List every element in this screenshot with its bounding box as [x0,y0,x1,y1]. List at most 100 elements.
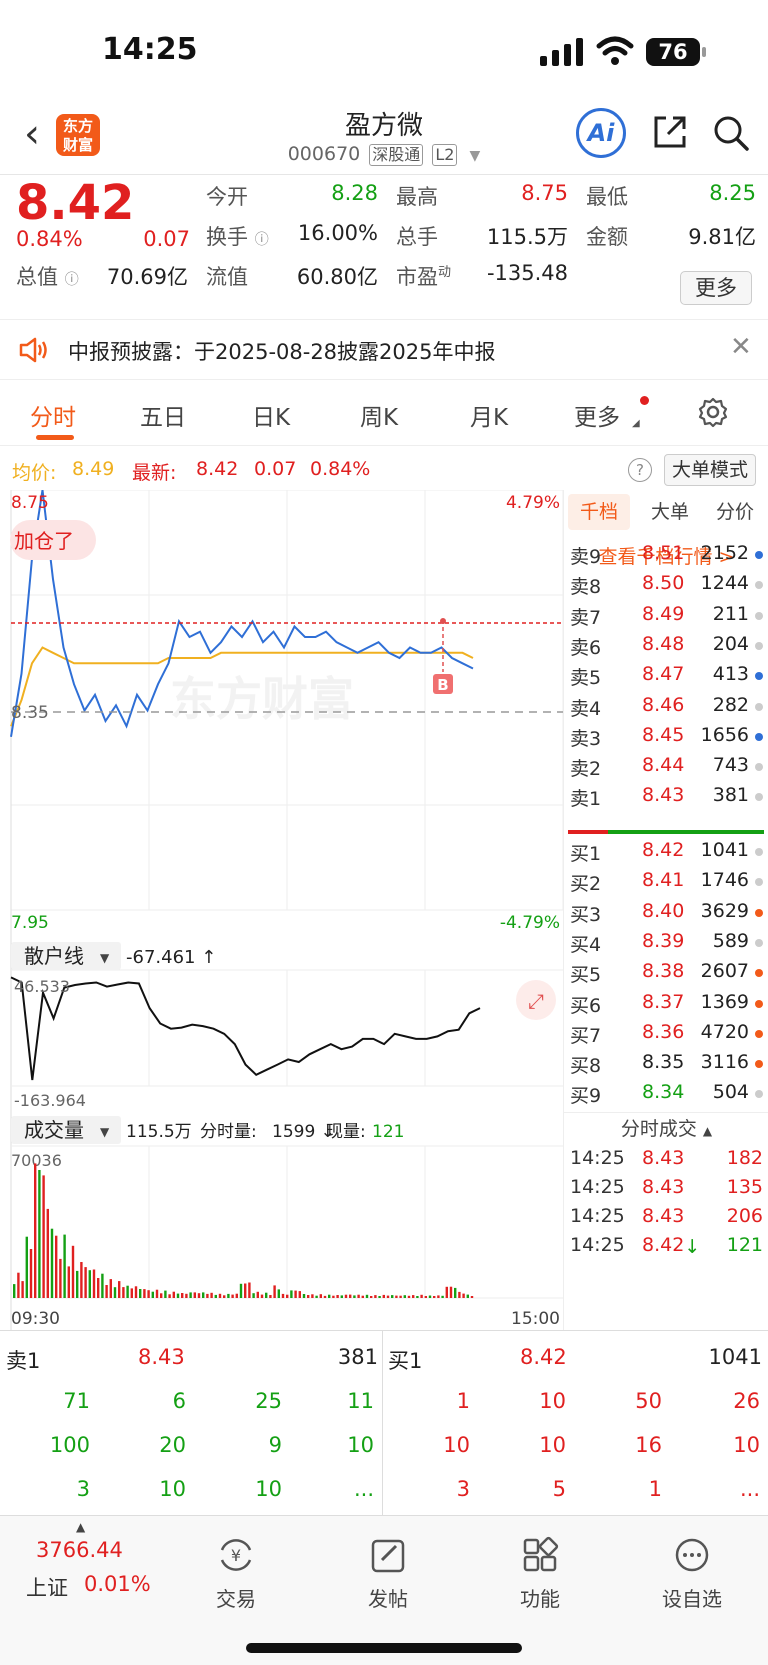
queue-ask-cell: 9 [268,1433,282,1457]
close-icon[interactable]: ✕ [730,332,752,362]
ask-row-3[interactable]: 卖7 8.49 211 [564,601,768,631]
intraday-chart-area[interactable]: 东方财富 B 8.75 8.35 7.95 4.79% -4.79% 加仓了 散… [0,489,564,1330]
queue-divider [382,1331,383,1515]
ob-price: 8.46 [642,693,685,716]
queue-ask-cell: 3 [76,1477,90,1501]
ob-level: 卖5 [570,667,602,690]
index-value[interactable]: 3766.44 [36,1538,123,1562]
tab-weekly-k[interactable]: 周K [360,405,399,431]
bid-row-2[interactable]: 买2 8.41 1746 [564,867,768,897]
index-name[interactable]: 上证 [26,1576,68,1600]
ask-row-8[interactable]: 卖2 8.44 743 [564,752,768,782]
turnover-label-text: 换手 [206,225,248,249]
bid-row-6[interactable]: 买6 8.37 1369 [564,989,768,1019]
volume-bar [382,1294,385,1298]
queue-bid-cell: 1 [456,1389,470,1413]
ob-level: 卖1 [570,788,602,811]
corner-caret-icon: ◢ [632,418,640,429]
ask-row-9[interactable]: 卖1 8.43 381 [564,782,768,812]
buy-marker-box [433,674,453,694]
ask-row-7[interactable]: 卖3 8.45 1656 [564,722,768,752]
float-value: 60.80亿 [296,265,378,289]
info-icon[interactable]: ⓘ [64,272,79,288]
tab-price-distribution[interactable]: 分价 [715,501,754,523]
ob-dot [755,999,763,1008]
bid-row-7[interactable]: 买7 8.36 4720 [564,1019,768,1049]
volume-bar [437,1295,440,1298]
tab-intraday[interactable]: 分时 [30,405,76,431]
big-order-mode-button[interactable]: 大单模式 [664,454,756,486]
stock-name[interactable]: 盈方微 [344,111,423,141]
volume-bar [59,1258,62,1298]
volume-bar [63,1234,66,1298]
tab-functions[interactable]: 功能 [485,1536,595,1612]
index-percent[interactable]: 0.01% [84,1572,151,1596]
tab-more[interactable]: 更多 [574,405,620,431]
ask-row-5[interactable]: 卖5 8.47 413 [564,661,768,691]
volume-bar [340,1295,343,1298]
retail-value: -67.461 ↑ [126,947,216,968]
tab-monthly-k[interactable]: 月K [470,405,509,431]
tab-add-watchlist[interactable]: 设自选 [637,1536,747,1612]
pct-top-label: 4.79% [506,493,560,513]
ob-price: 8.42 [642,839,685,861]
more-button[interactable]: 更多 [680,271,752,305]
bid-row-1[interactable]: 买1 8.42 1041 [564,837,768,867]
help-icon[interactable]: ? [628,458,652,482]
info-icon[interactable]: ⓘ [254,232,269,248]
pct-bottom-label: -4.79% [500,913,560,933]
ticks-title-text: 分时成交 [620,1118,697,1140]
settings-gear-icon[interactable] [697,396,729,428]
ob-price: 8.37 [642,990,685,1013]
volume-bar [155,1289,159,1298]
volume-bar [34,1163,37,1298]
volume-bar [386,1295,390,1298]
bottom-tab-bar: ▲ 3766.44 上证 0.01% ¥ 交易 发帖 功能 设自选 [0,1516,768,1665]
volume-bar [113,1287,117,1298]
turnover-value: 16.00% [297,221,378,245]
queue-bid-price: 8.42 [520,1345,567,1369]
volume-bar [281,1293,285,1298]
ask-row-1[interactable]: 卖9 8.51 2152 [564,540,768,570]
back-chevron-icon[interactable]: ‹ [24,111,40,157]
ob-dot [755,763,763,772]
svg-text:¥: ¥ [231,1546,241,1565]
notice-banner[interactable]: 中报预披露：于2025-08-28披露2025年中报 ✕ [0,320,768,380]
mktcap-label: 总值 ⓘ [16,261,79,291]
low-label: 最低 [586,185,628,209]
ask-row-2[interactable]: 卖8 8.50 1244 [564,570,768,600]
pe-label: 市盈动 [396,261,451,291]
search-icon[interactable] [712,114,750,152]
stock-code-line[interactable]: 000670 深股通 L2 ▼ [0,143,768,166]
bid-row-9[interactable]: 买9 8.34 504 [564,1079,768,1109]
cellular-signal-icon [540,38,583,66]
volume-bar [441,1295,444,1298]
ai-button[interactable]: Ai [576,108,626,158]
volume-bar [449,1286,453,1298]
bid-row-3[interactable]: 买3 8.40 3629 [564,898,768,928]
ob-price: 8.44 [642,754,685,777]
ob-dot [755,908,763,917]
tab-post[interactable]: 发帖 [333,1536,443,1612]
bid-row-8[interactable]: 买8 8.35 3116 [564,1049,768,1079]
latest-value: 8.42 [196,458,239,480]
queue-bid-cell: 26 [733,1389,760,1413]
tab-thousand-level[interactable]: 千档 [568,494,630,530]
tab-daily-k[interactable]: 日K [252,405,291,431]
volume-bar [71,1245,75,1298]
ticks-divider [564,1112,768,1113]
ticks-title[interactable]: 分时成交 ▲ [564,1114,768,1141]
view-thousand-link[interactable]: 查看千档行情 > [598,546,735,568]
ask-row-6[interactable]: 卖4 8.46 282 [564,692,768,722]
tab-trade[interactable]: ¥ 交易 [181,1536,291,1612]
tab-add-watchlist-label: 设自选 [662,1587,722,1611]
tab-big-order[interactable]: 大单 [650,501,689,523]
tag-shenguton: 深股通 [369,144,424,166]
bid-row-5[interactable]: 买5 8.38 2607 [564,958,768,988]
bid-row-4[interactable]: 买4 8.39 589 [564,928,768,958]
share-icon[interactable] [652,114,688,150]
ask-row-4[interactable]: 卖6 8.48 204 [564,631,768,661]
volume-bar [42,1175,45,1298]
open-label: 今开 [206,185,248,209]
tab-five-day[interactable]: 五日 [140,405,186,431]
